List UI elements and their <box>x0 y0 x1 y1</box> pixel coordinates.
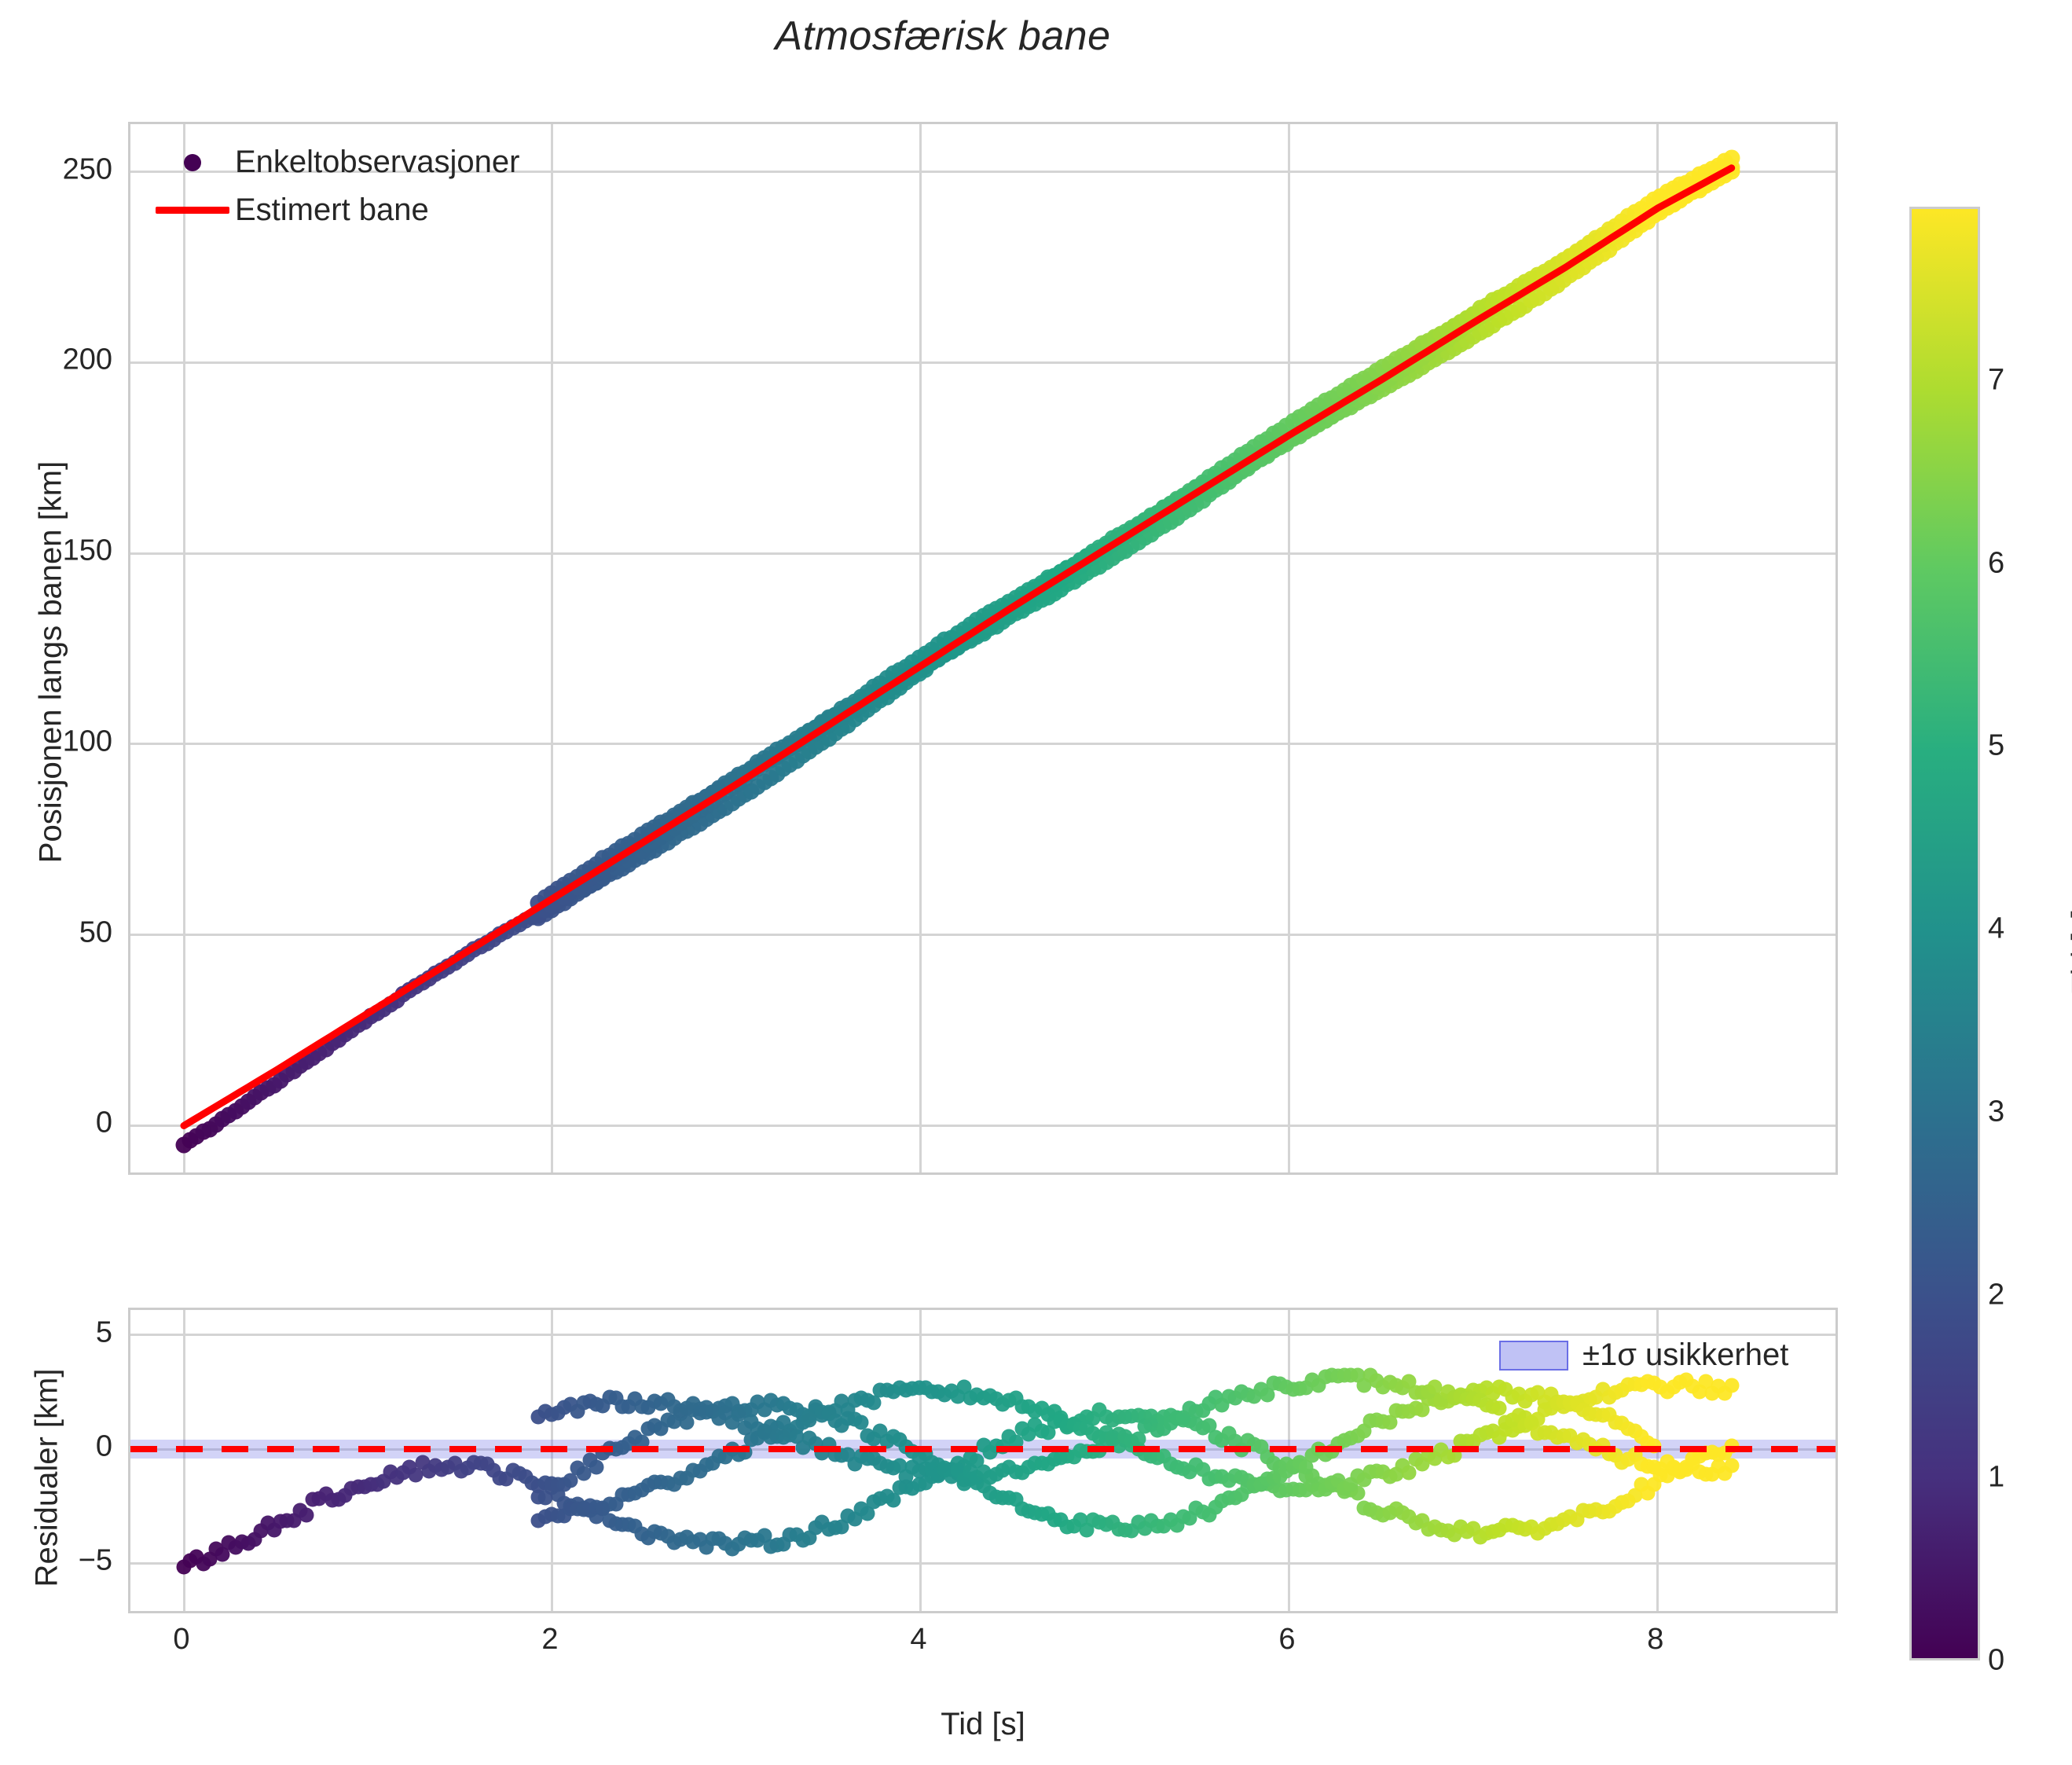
data-point <box>1491 1400 1507 1416</box>
y-tick-label: 100 <box>62 725 112 758</box>
trajectory-y-tick-labels: 0 50 100 150 200 250 <box>18 122 112 1175</box>
x-axis-label: Tid [s] <box>941 1707 1025 1741</box>
legend-item-observations: Enkeltobservasjoner <box>150 145 519 180</box>
figure-title: Atmosfærisk bane <box>775 13 1111 59</box>
trajectory-plot-area <box>130 124 1835 1172</box>
uncertainty-annotation-label: ±1σ usikkerhet <box>1582 1338 1789 1372</box>
data-point <box>1401 1465 1417 1481</box>
y-tick-label: 250 <box>62 152 112 186</box>
uncertainty-annotation: ±1σ usikkerhet <box>1499 1338 1788 1373</box>
colorbar-tick-label: 4 <box>1988 912 2005 945</box>
gridline-horizontal <box>130 171 1835 174</box>
legend-label-fit: Estimert bane <box>235 193 429 227</box>
colorbar-tick-label: 3 <box>1988 1095 2005 1128</box>
gridline-horizontal <box>130 361 1835 364</box>
gridline-vertical <box>1288 124 1291 1172</box>
colorbar-tick-label: 6 <box>1988 546 2005 580</box>
y-tick-label: 5 <box>95 1315 112 1349</box>
data-point <box>215 1547 230 1562</box>
trajectory-plot-axes: Enkeltobservasjoner Estimert bane <box>128 122 1838 1175</box>
data-point <box>1724 1458 1740 1473</box>
residuals-y-axis-label: Residualer [km] <box>29 1368 64 1587</box>
gridline-vertical <box>182 1310 185 1611</box>
gridline-vertical <box>551 1310 554 1611</box>
gridline-vertical <box>551 124 554 1172</box>
trajectory-y-axis-label: Posisjonen langs banen [km] <box>33 461 68 864</box>
zero-residual-line <box>130 1446 1835 1453</box>
gridline-vertical <box>1656 124 1659 1172</box>
line-swatch-icon <box>150 207 235 214</box>
gridline-horizontal <box>130 1334 1835 1337</box>
y-tick-label: 0 <box>95 1429 112 1463</box>
y-tick-label: 200 <box>62 343 112 376</box>
legend-label-observations: Enkeltobservasjoner <box>235 145 520 179</box>
x-tick-label: 4 <box>910 1623 927 1656</box>
y-tick-label: −5 <box>78 1543 112 1577</box>
x-tick-label: 2 <box>541 1623 559 1656</box>
y-tick-label: 0 <box>95 1106 112 1139</box>
trajectory-legend: Enkeltobservasjoner Estimert bane <box>142 140 527 233</box>
gridline-horizontal <box>130 552 1835 555</box>
data-point <box>299 1507 314 1523</box>
gridline-vertical <box>182 124 185 1172</box>
time-colorbar <box>1909 207 1980 1660</box>
data-point <box>866 1395 882 1411</box>
gridline-horizontal <box>130 934 1835 937</box>
colorbar-tick-label: 0 <box>1988 1643 2005 1677</box>
scatter-dot-icon <box>150 153 235 171</box>
colorbar-tick-label: 1 <box>1988 1460 2005 1494</box>
colorbar-tick-labels: 0 1 2 3 4 5 6 7 <box>1988 207 2059 1677</box>
data-point <box>1724 1378 1740 1393</box>
colorbar-tick-label: 7 <box>1988 363 2005 397</box>
gridline-horizontal <box>130 1124 1835 1127</box>
residuals-plot-area <box>130 1310 1835 1611</box>
x-tick-label: 6 <box>1278 1623 1296 1656</box>
data-point <box>1723 149 1740 167</box>
estimated-trajectory-line <box>180 164 1736 1129</box>
x-tick-label: 0 <box>173 1623 190 1656</box>
residuals-plot-axes <box>128 1308 1838 1613</box>
data-point <box>537 1490 553 1506</box>
colorbar-tick-label: 2 <box>1988 1278 2005 1312</box>
legend-item-fit: Estimert bane <box>150 193 519 228</box>
colorbar-axis-label: Tid [s] <box>2066 908 2072 994</box>
y-tick-label: 150 <box>62 534 112 567</box>
x-tick-label: 8 <box>1647 1623 1664 1656</box>
gridline-horizontal <box>130 743 1835 746</box>
uncertainty-band-swatch-icon <box>1499 1340 1568 1371</box>
colorbar-tick-label: 5 <box>1988 728 2005 762</box>
y-tick-label: 50 <box>79 916 112 949</box>
data-point <box>589 1459 604 1475</box>
gridline-horizontal <box>130 1561 1835 1565</box>
